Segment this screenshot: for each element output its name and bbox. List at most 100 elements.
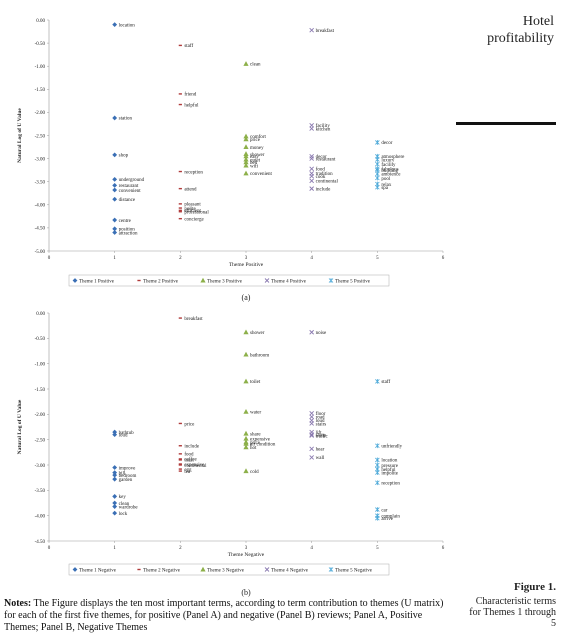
point-label: decor <box>316 155 327 160</box>
x-tick-label: 4 <box>310 546 313 551</box>
data-point <box>243 162 249 168</box>
point-label: shop <box>119 154 129 159</box>
data-point <box>178 468 182 470</box>
data-point <box>243 170 249 176</box>
data-point <box>375 175 380 181</box>
data-point <box>309 433 314 438</box>
point-label: luxury <box>381 158 395 163</box>
data-point <box>309 329 314 335</box>
data-point <box>243 409 249 414</box>
point-label: spa <box>381 186 388 191</box>
data-point <box>375 470 380 475</box>
point-label: breakfast <box>316 29 335 34</box>
figure-number: Figure 1. <box>514 581 556 593</box>
point-label: bed <box>250 161 258 166</box>
legend-label: Theme 4 Negative <box>271 568 309 573</box>
point-label: road <box>316 416 325 421</box>
point-label: price <box>250 441 261 446</box>
data-point <box>375 507 380 512</box>
data-point <box>243 136 249 142</box>
y-tick-label: -5.00 <box>35 250 46 255</box>
x-tick-label: 5 <box>376 546 379 551</box>
page-title: Hotel profitability <box>487 14 554 46</box>
point-label: underground <box>119 178 145 183</box>
data-point <box>178 170 182 173</box>
y-tick-label: -0.50 <box>35 337 46 342</box>
notes-label: Notes: <box>4 598 32 609</box>
data-point <box>309 166 314 172</box>
point-label: location <box>381 459 398 464</box>
data-point <box>178 203 182 205</box>
data-point <box>309 432 314 437</box>
y-tick-label: -1.50 <box>35 88 46 93</box>
legend-label: Theme 2 Negative <box>143 568 181 573</box>
legend-marker <box>72 278 78 283</box>
point-label: loud <box>316 419 325 424</box>
point-label: relax <box>381 183 391 188</box>
data-point <box>243 435 249 441</box>
point-label: hot <box>250 446 257 451</box>
y-tick-label: -4.00 <box>35 204 46 209</box>
y-tick-label: -4.00 <box>35 514 46 519</box>
point-label: facility <box>316 124 331 129</box>
point-label: egg <box>184 468 192 473</box>
data-point <box>112 494 118 499</box>
point-label: location <box>119 23 136 28</box>
x-tick-label: 6 <box>442 546 445 551</box>
point-label: station <box>119 117 133 122</box>
data-point <box>309 186 314 191</box>
data-point <box>309 421 314 426</box>
point-label: shower <box>250 153 265 158</box>
data-point <box>112 472 118 478</box>
point-label: friend <box>184 93 196 98</box>
point-label: professional <box>184 211 209 216</box>
point-label: easy <box>250 155 259 160</box>
data-point <box>243 329 249 335</box>
data-point <box>309 178 314 184</box>
data-point <box>112 510 118 516</box>
x-axis-title: Theme Positive <box>229 262 264 268</box>
data-point <box>243 156 249 162</box>
data-point <box>178 459 182 461</box>
legend-box <box>68 563 390 576</box>
point-label: pool <box>381 177 391 182</box>
data-point <box>178 458 182 460</box>
point-label: wall <box>316 456 325 461</box>
point-label: expensive <box>184 463 205 468</box>
point-label: concierge <box>184 217 204 222</box>
data-point <box>375 184 380 190</box>
point-label: air condition <box>250 443 276 448</box>
point-label: atmosphere <box>381 155 405 160</box>
point-label: noise <box>316 331 327 336</box>
point-label: distance <box>119 198 136 203</box>
point-label: wifi <box>250 164 259 169</box>
x-tick-label: 1 <box>113 256 116 261</box>
data-point <box>243 133 249 139</box>
point-label: kitchen <box>316 127 331 132</box>
point-label: facility <box>381 163 396 168</box>
data-point <box>309 156 314 161</box>
point-label: continental <box>184 464 207 469</box>
point-label: helpful <box>381 468 396 473</box>
y-tick-label: -2.50 <box>35 438 46 443</box>
point-label: water <box>250 411 261 416</box>
data-point <box>178 445 182 447</box>
data-point <box>178 211 182 213</box>
data-point <box>243 61 249 66</box>
x-tick-label: 1 <box>113 546 116 551</box>
point-label: price <box>250 138 261 143</box>
x-tick-label: 3 <box>245 256 248 261</box>
data-point <box>112 230 118 235</box>
figure-caption: Figure 1. Characteristic terms for Theme… <box>462 581 556 630</box>
y-tick-label: -4.50 <box>35 540 46 545</box>
point-label: pleasant <box>184 203 201 208</box>
legend-label: Theme 4 Positive <box>271 279 307 284</box>
data-point <box>112 504 118 509</box>
point-label: toilet <box>250 380 261 385</box>
point-label: building <box>381 169 398 174</box>
point-label: helpful <box>184 103 199 108</box>
data-point <box>243 468 249 474</box>
point-label: polite <box>184 207 196 212</box>
data-point <box>178 93 182 95</box>
data-point <box>243 351 249 357</box>
